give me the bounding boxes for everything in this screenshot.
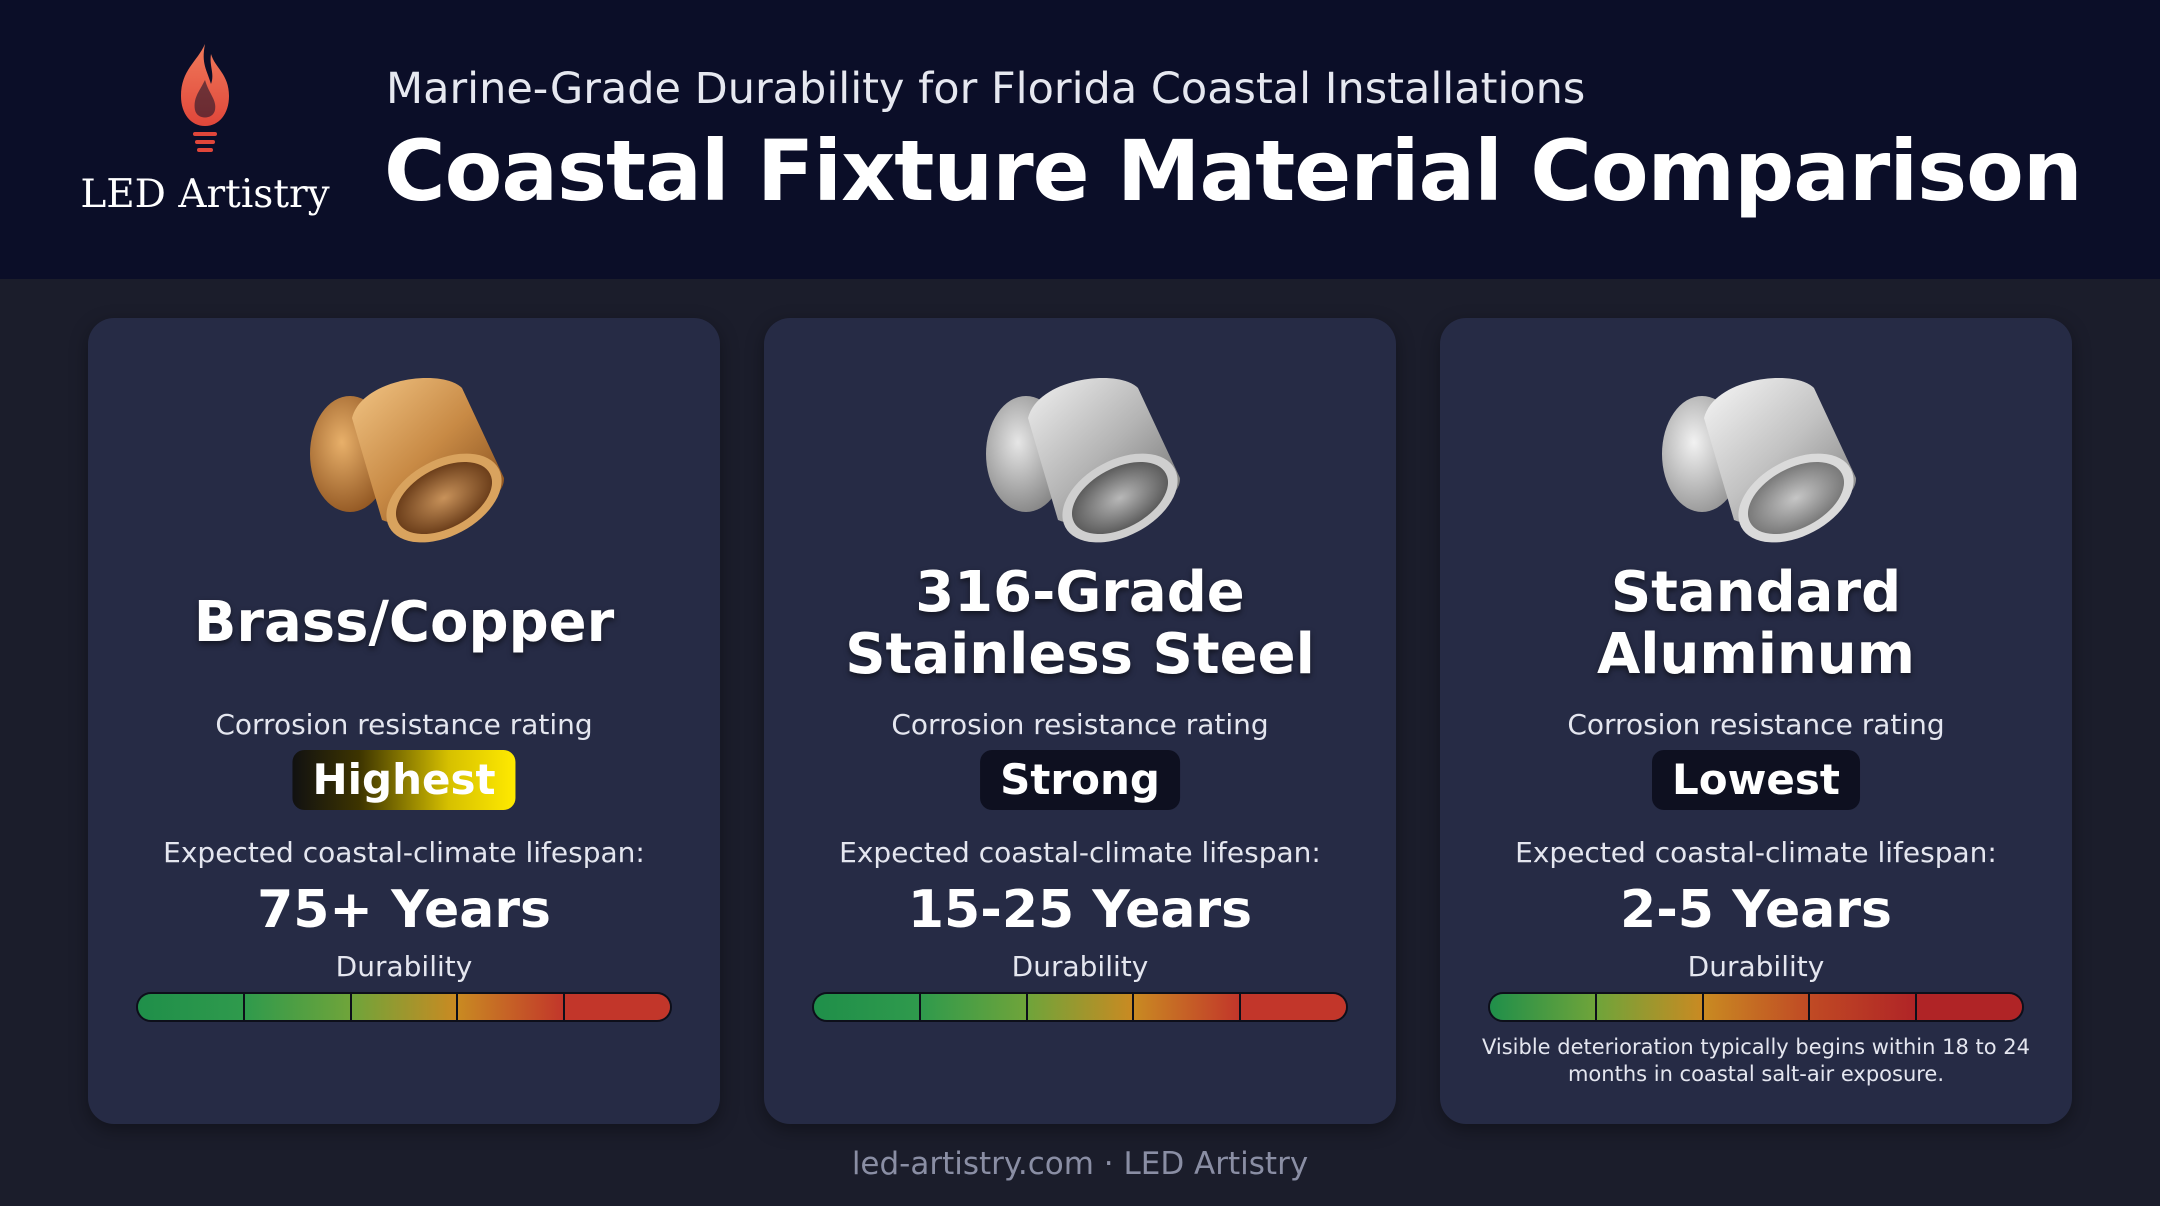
durability-label: Durability: [335, 950, 473, 983]
logo[interactable]: LED Artistry: [70, 40, 340, 240]
durability-label: Durability: [1011, 950, 1149, 983]
rating-badge: Strong: [980, 750, 1180, 810]
rating-label: Corrosion resistance rating: [215, 708, 593, 741]
page-subtitle: Marine-Grade Durability for Florida Coas…: [386, 64, 1586, 114]
brass-fixture-icon: [310, 378, 505, 543]
rating-badge: Lowest: [1652, 750, 1860, 810]
durability-segment: [1703, 994, 1811, 1020]
durability-label: Durability: [1687, 950, 1825, 983]
durability-segment: [565, 994, 670, 1020]
durability-bar: [1488, 992, 2024, 1022]
footer-link[interactable]: led-artistry.com · LED Artistry: [851, 1146, 1309, 1182]
durability-segment: [1134, 994, 1242, 1020]
page-title: Coastal Fixture Material Comparison: [384, 122, 2083, 220]
aluminum-fixture-icon: [1662, 378, 1857, 543]
lifespan-value: 2-5 Years: [1620, 880, 1892, 940]
durability-segment: [244, 994, 352, 1020]
durability-segment: [1596, 994, 1704, 1020]
durability-segment: [1917, 994, 2022, 1020]
durability-segment: [1027, 994, 1135, 1020]
durability-segment: [1810, 994, 1918, 1020]
header: LED Artistry Marine-Grade Durability for…: [0, 0, 2160, 279]
material-title: 316-Grade Stainless Steel: [845, 560, 1315, 687]
rating-badge: Highest: [292, 750, 516, 810]
durability-segment: [138, 994, 245, 1020]
material-title: Brass/Copper: [193, 590, 615, 655]
lifespan-value: 75+ Years: [257, 880, 551, 940]
durability-bar: [812, 992, 1348, 1022]
durability-segment: [1490, 994, 1597, 1020]
stainless-fixture-icon: [986, 378, 1181, 543]
lifespan-label: Expected coastal-climate lifespan:: [839, 836, 1321, 869]
durability-segment: [1241, 994, 1346, 1020]
rating-label: Corrosion resistance rating: [891, 708, 1269, 741]
durability-segment: [458, 994, 566, 1020]
material-card-stainless: 316-Grade Stainless Steel Corrosion resi…: [764, 318, 1396, 1124]
material-card-aluminum: Standard Aluminum Corrosion resistance r…: [1440, 318, 2072, 1124]
material-card-brass: Brass/Copper Corrosion resistance rating…: [88, 318, 720, 1124]
durability-segment: [351, 994, 459, 1020]
lifespan-label: Expected coastal-climate lifespan:: [163, 836, 645, 869]
deterioration-note: Visible deterioration typically begins w…: [1482, 1035, 2030, 1086]
lifespan-value: 15-25 Years: [907, 880, 1253, 940]
durability-bar: [136, 992, 672, 1022]
rating-label: Corrosion resistance rating: [1567, 708, 1945, 741]
lifespan-label: Expected coastal-climate lifespan:: [1515, 836, 1997, 869]
flame-bulb-icon: [181, 44, 229, 152]
material-title: Standard Aluminum: [1596, 560, 1916, 687]
durability-segment: [814, 994, 921, 1020]
logo-text: LED Artistry: [80, 172, 330, 217]
durability-segment: [920, 994, 1028, 1020]
